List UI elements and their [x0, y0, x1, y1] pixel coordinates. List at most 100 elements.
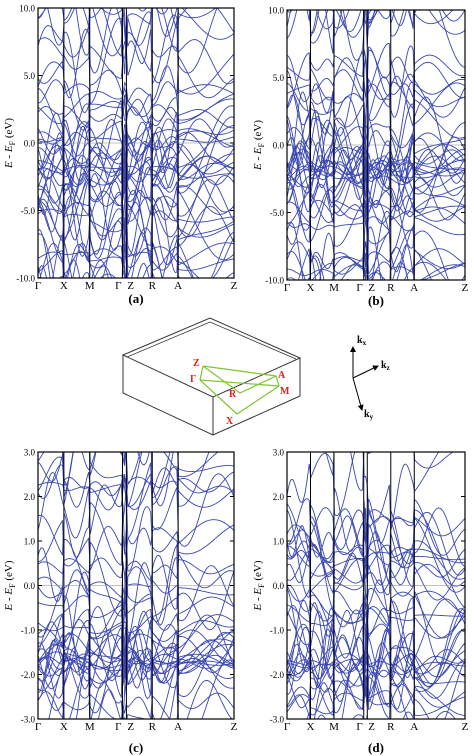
slab-bottom-edge [122, 392, 301, 436]
band-line [287, 545, 465, 569]
bz-path-segment [275, 375, 280, 387]
kpoint-label: R [149, 721, 157, 733]
kpoint-label: Z [127, 721, 134, 733]
band-panel-d: 3.02.01.00.0-1.0-2.0-3.0E - EF (eV)Γ X M Γ Z… [252, 448, 469, 756]
panel-label: (b) [368, 293, 384, 308]
kpoint-label: X [307, 282, 315, 294]
band-line [38, 595, 234, 699]
band-line [287, 69, 465, 142]
kpoint-label: Γ [356, 282, 362, 294]
y-tick-label: 5.0 [24, 71, 36, 81]
band-line [38, 638, 234, 677]
band-line [38, 183, 234, 261]
band-line [39, 224, 234, 278]
kpoint-label: X [307, 721, 315, 733]
band-line [38, 619, 234, 714]
bz-point-label: X [226, 416, 234, 427]
band-line [287, 10, 465, 34]
kpoint-label: A [174, 280, 182, 292]
y-tick-label: -10.0 [16, 274, 35, 284]
y-tick-label: -10.0 [265, 276, 284, 286]
bz-path-segment [199, 365, 204, 381]
band-line [287, 671, 465, 717]
y-tick-label: 3.0 [24, 448, 36, 458]
band-line [47, 8, 234, 58]
band-line [287, 63, 465, 167]
y-axis-label: E - EF (eV) [3, 118, 17, 169]
band-line [38, 8, 234, 60]
band-line [287, 652, 465, 714]
y-tick-label: -5.0 [270, 208, 285, 218]
band-line [38, 180, 234, 259]
band-line [38, 632, 234, 684]
band-line [38, 173, 234, 274]
kpoint-label: A [174, 721, 182, 733]
band-line [38, 158, 234, 180]
band-line [287, 133, 465, 190]
band-line [287, 136, 465, 222]
bz-path-segment [199, 379, 280, 387]
band-line [287, 183, 465, 257]
band-panel-a: 10.05.00.0-5.0-10.0E - EF (eV)Γ X M Γ Z R A Z(a… [3, 4, 238, 307]
k-axis-label: kz [381, 360, 390, 372]
kpoint-label: Z [368, 282, 375, 294]
k-axis-label: kx [357, 335, 367, 347]
bz-point-label: Z [193, 358, 200, 369]
band-line [287, 557, 465, 602]
kpoint-label: Z [231, 721, 238, 733]
y-axis-label: E - EF (eV) [252, 560, 266, 611]
band-line [287, 544, 465, 584]
y-tick-label: -2.0 [270, 670, 285, 680]
bz-path-segment [202, 365, 277, 377]
band-line [38, 153, 234, 187]
band-line [287, 69, 465, 102]
bz-point-label: Γ [190, 374, 196, 385]
panel-label: (c) [129, 740, 143, 755]
bz-path-segment [199, 379, 238, 415]
kpoint-label: Z [462, 721, 469, 733]
band-line [287, 137, 465, 205]
kpoint-label: Γ [356, 721, 362, 733]
band-line [38, 464, 234, 507]
band-line [38, 242, 234, 271]
band-line [38, 452, 234, 508]
band-line [287, 161, 465, 190]
band-line [38, 612, 234, 634]
band-line [287, 650, 465, 678]
band-line [38, 155, 234, 197]
y-tick-label: -1.0 [270, 626, 285, 636]
band-line [38, 245, 234, 275]
kpoint-label: Γ [35, 721, 41, 733]
y-tick-label: 0.0 [273, 141, 285, 151]
band-line [38, 593, 234, 618]
band-line [309, 452, 455, 492]
band-line [287, 594, 465, 662]
band-line [38, 543, 234, 639]
kpoint-label: A [410, 282, 418, 294]
band-line [38, 131, 234, 152]
band-line [287, 115, 465, 216]
kpoint-label: R [387, 282, 395, 294]
y-tick-label: 2.0 [273, 492, 285, 502]
band-line [38, 182, 234, 223]
kpoint-label: Γ [115, 280, 121, 292]
y-tick-label: 0.0 [24, 139, 36, 149]
kpoint-label: Z [127, 280, 134, 292]
kpoint-label: Z [462, 282, 469, 294]
band-line [38, 79, 234, 136]
y-tick-label: 5.0 [273, 73, 285, 83]
band-line [287, 498, 465, 550]
band-line [297, 210, 465, 280]
kpoint-label: Γ [35, 280, 41, 292]
band-line [287, 126, 465, 218]
band-line [38, 99, 234, 194]
band-line [287, 229, 465, 275]
y-tick-label: -5.0 [21, 206, 36, 216]
band-line [287, 452, 440, 531]
band-line [38, 104, 234, 129]
y-axis-label: E - EF (eV) [3, 560, 17, 611]
band-line [309, 10, 454, 38]
band-panel-b: 10.05.00.0-5.0-10.0E - EF (eV)Γ X M Γ Z R A Z(b… [252, 6, 469, 309]
band-line [287, 42, 465, 137]
